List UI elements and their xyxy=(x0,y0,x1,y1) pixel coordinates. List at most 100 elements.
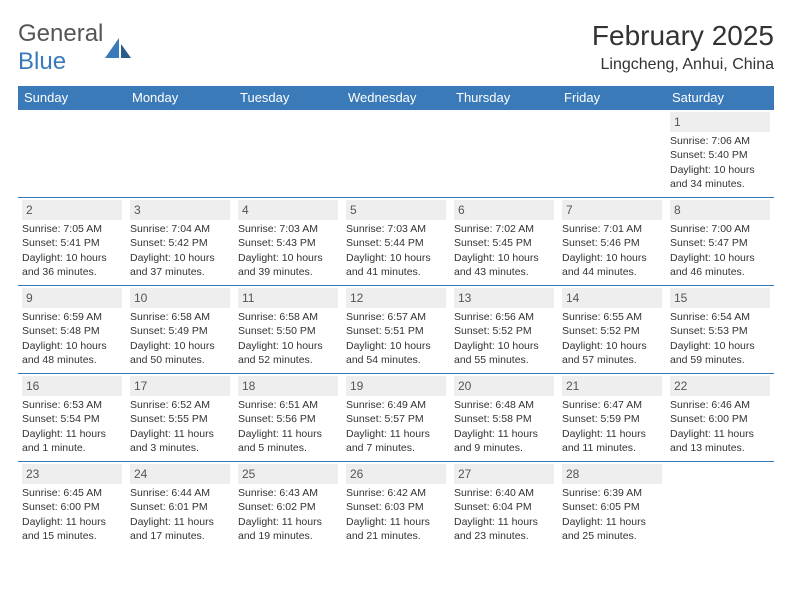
location: Lingcheng, Anhui, China xyxy=(592,56,774,74)
day-number: 9 xyxy=(22,288,122,308)
day-number: 20 xyxy=(454,376,554,396)
weekday-header: Thursday xyxy=(450,86,558,110)
calendar-cell xyxy=(666,462,774,550)
daylight-text: Daylight: 10 hours and 44 minutes. xyxy=(562,251,662,279)
sunrise-text: Sunrise: 7:01 AM xyxy=(562,222,662,236)
calendar-cell: 21Sunrise: 6:47 AMSunset: 5:59 PMDayligh… xyxy=(558,374,666,462)
sunset-text: Sunset: 6:03 PM xyxy=(346,500,446,514)
sail-icon xyxy=(105,38,131,58)
sunset-text: Sunset: 6:01 PM xyxy=(130,500,230,514)
title-block: February 2025 Lingcheng, Anhui, China xyxy=(592,20,774,74)
day-number: 5 xyxy=(346,200,446,220)
calendar-cell: 23Sunrise: 6:45 AMSunset: 6:00 PMDayligh… xyxy=(18,462,126,550)
calendar-cell xyxy=(342,110,450,198)
daylight-text: Daylight: 10 hours and 37 minutes. xyxy=(130,251,230,279)
daylight-text: Daylight: 10 hours and 43 minutes. xyxy=(454,251,554,279)
day-number: 19 xyxy=(346,376,446,396)
sunset-text: Sunset: 5:40 PM xyxy=(670,148,770,162)
calendar-cell: 11Sunrise: 6:58 AMSunset: 5:50 PMDayligh… xyxy=(234,286,342,374)
daylight-text: Daylight: 11 hours and 11 minutes. xyxy=(562,427,662,455)
calendar-cell: 24Sunrise: 6:44 AMSunset: 6:01 PMDayligh… xyxy=(126,462,234,550)
daylight-text: Daylight: 10 hours and 41 minutes. xyxy=(346,251,446,279)
daylight-text: Daylight: 10 hours and 48 minutes. xyxy=(22,339,122,367)
sunrise-text: Sunrise: 7:03 AM xyxy=(238,222,338,236)
day-number: 28 xyxy=(562,464,662,484)
calendar-cell xyxy=(234,110,342,198)
day-number: 2 xyxy=(22,200,122,220)
logo: General Blue xyxy=(18,20,131,76)
daylight-text: Daylight: 10 hours and 57 minutes. xyxy=(562,339,662,367)
calendar-cell: 15Sunrise: 6:54 AMSunset: 5:53 PMDayligh… xyxy=(666,286,774,374)
sunrise-text: Sunrise: 7:02 AM xyxy=(454,222,554,236)
day-number: 1 xyxy=(670,112,770,132)
calendar-cell xyxy=(18,110,126,198)
header: General Blue February 2025 Lingcheng, An… xyxy=(18,20,774,76)
sunrise-text: Sunrise: 6:40 AM xyxy=(454,486,554,500)
sunrise-text: Sunrise: 6:55 AM xyxy=(562,310,662,324)
daylight-text: Daylight: 11 hours and 7 minutes. xyxy=(346,427,446,455)
sunrise-text: Sunrise: 6:56 AM xyxy=(454,310,554,324)
calendar-cell: 9Sunrise: 6:59 AMSunset: 5:48 PMDaylight… xyxy=(18,286,126,374)
sunset-text: Sunset: 5:57 PM xyxy=(346,412,446,426)
sunset-text: Sunset: 5:44 PM xyxy=(346,236,446,250)
weekday-header: Wednesday xyxy=(342,86,450,110)
sunset-text: Sunset: 5:41 PM xyxy=(22,236,122,250)
day-number: 27 xyxy=(454,464,554,484)
sunrise-text: Sunrise: 6:48 AM xyxy=(454,398,554,412)
day-number: 8 xyxy=(670,200,770,220)
calendar-row: 16Sunrise: 6:53 AMSunset: 5:54 PMDayligh… xyxy=(18,374,774,462)
sunrise-text: Sunrise: 6:39 AM xyxy=(562,486,662,500)
daylight-text: Daylight: 10 hours and 50 minutes. xyxy=(130,339,230,367)
calendar-cell: 14Sunrise: 6:55 AMSunset: 5:52 PMDayligh… xyxy=(558,286,666,374)
weekday-header: Sunday xyxy=(18,86,126,110)
sunset-text: Sunset: 5:51 PM xyxy=(346,324,446,338)
day-number: 21 xyxy=(562,376,662,396)
sunrise-text: Sunrise: 6:49 AM xyxy=(346,398,446,412)
calendar-cell: 6Sunrise: 7:02 AMSunset: 5:45 PMDaylight… xyxy=(450,198,558,286)
daylight-text: Daylight: 10 hours and 46 minutes. xyxy=(670,251,770,279)
sunset-text: Sunset: 5:56 PM xyxy=(238,412,338,426)
day-number: 16 xyxy=(22,376,122,396)
sunset-text: Sunset: 6:02 PM xyxy=(238,500,338,514)
sunset-text: Sunset: 6:05 PM xyxy=(562,500,662,514)
day-number: 11 xyxy=(238,288,338,308)
day-number: 7 xyxy=(562,200,662,220)
calendar-table: Sunday Monday Tuesday Wednesday Thursday… xyxy=(18,86,774,550)
daylight-text: Daylight: 11 hours and 19 minutes. xyxy=(238,515,338,543)
calendar-row: 9Sunrise: 6:59 AMSunset: 5:48 PMDaylight… xyxy=(18,286,774,374)
calendar-cell: 12Sunrise: 6:57 AMSunset: 5:51 PMDayligh… xyxy=(342,286,450,374)
sunrise-text: Sunrise: 7:04 AM xyxy=(130,222,230,236)
calendar-cell: 25Sunrise: 6:43 AMSunset: 6:02 PMDayligh… xyxy=(234,462,342,550)
calendar-cell xyxy=(450,110,558,198)
sunset-text: Sunset: 5:52 PM xyxy=(454,324,554,338)
day-number: 17 xyxy=(130,376,230,396)
weekday-header: Saturday xyxy=(666,86,774,110)
sunrise-text: Sunrise: 6:54 AM xyxy=(670,310,770,324)
weekday-header: Friday xyxy=(558,86,666,110)
calendar-row: 2Sunrise: 7:05 AMSunset: 5:41 PMDaylight… xyxy=(18,198,774,286)
daylight-text: Daylight: 11 hours and 17 minutes. xyxy=(130,515,230,543)
calendar-cell: 2Sunrise: 7:05 AMSunset: 5:41 PMDaylight… xyxy=(18,198,126,286)
daylight-text: Daylight: 11 hours and 13 minutes. xyxy=(670,427,770,455)
sunrise-text: Sunrise: 6:57 AM xyxy=(346,310,446,324)
calendar-row: 23Sunrise: 6:45 AMSunset: 6:00 PMDayligh… xyxy=(18,462,774,550)
sunrise-text: Sunrise: 6:45 AM xyxy=(22,486,122,500)
daylight-text: Daylight: 10 hours and 59 minutes. xyxy=(670,339,770,367)
sunset-text: Sunset: 5:47 PM xyxy=(670,236,770,250)
sunrise-text: Sunrise: 7:03 AM xyxy=(346,222,446,236)
daylight-text: Daylight: 11 hours and 21 minutes. xyxy=(346,515,446,543)
calendar-cell: 16Sunrise: 6:53 AMSunset: 5:54 PMDayligh… xyxy=(18,374,126,462)
calendar-cell: 13Sunrise: 6:56 AMSunset: 5:52 PMDayligh… xyxy=(450,286,558,374)
calendar-cell xyxy=(126,110,234,198)
day-number: 6 xyxy=(454,200,554,220)
sunset-text: Sunset: 5:54 PM xyxy=(22,412,122,426)
sunrise-text: Sunrise: 7:06 AM xyxy=(670,134,770,148)
daylight-text: Daylight: 11 hours and 5 minutes. xyxy=(238,427,338,455)
daylight-text: Daylight: 10 hours and 39 minutes. xyxy=(238,251,338,279)
sunset-text: Sunset: 6:04 PM xyxy=(454,500,554,514)
day-number: 26 xyxy=(346,464,446,484)
calendar-body: 1 Sunrise: 7:06 AMSunset: 5:40 PM Daylight… xyxy=(18,110,774,550)
daylight-text: Daylight: 11 hours and 3 minutes. xyxy=(130,427,230,455)
daylight-text: Daylight: 10 hours and 52 minutes. xyxy=(238,339,338,367)
sunset-text: Sunset: 5:55 PM xyxy=(130,412,230,426)
